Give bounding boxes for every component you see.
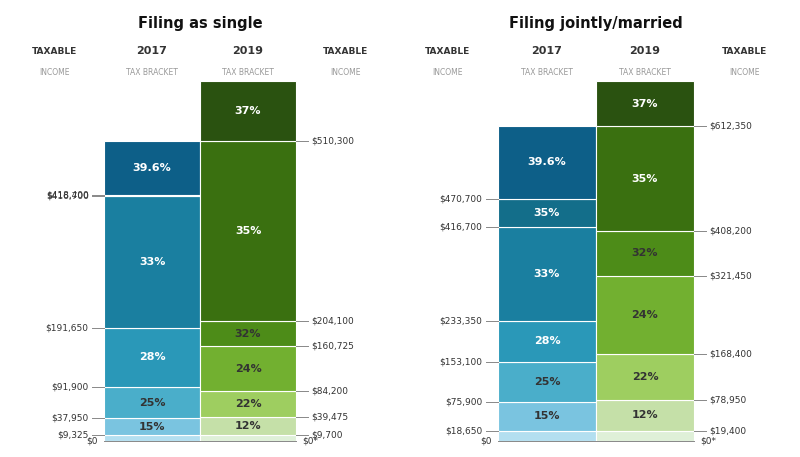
Text: $204,100: $204,100: [311, 316, 354, 325]
Text: 28%: 28%: [138, 352, 166, 362]
Text: $470,700: $470,700: [439, 194, 482, 203]
Text: 2017: 2017: [137, 46, 167, 56]
Text: 12%: 12%: [632, 410, 658, 420]
Text: 28%: 28%: [534, 336, 560, 346]
Text: $91,900: $91,900: [51, 382, 89, 391]
Text: 15%: 15%: [534, 411, 560, 421]
Text: 2019: 2019: [233, 46, 263, 56]
Text: INCOME: INCOME: [39, 69, 70, 78]
Text: 15%: 15%: [138, 422, 166, 432]
Bar: [200, 81, 296, 141]
Text: $0*: $0*: [700, 436, 716, 445]
Bar: [596, 430, 694, 441]
Bar: [104, 435, 200, 441]
Text: $160,725: $160,725: [311, 342, 354, 351]
Text: $75,900: $75,900: [445, 397, 482, 406]
Bar: [200, 346, 296, 391]
Bar: [498, 321, 596, 362]
Bar: [498, 126, 596, 199]
Text: $19,400: $19,400: [710, 426, 747, 435]
Bar: [200, 435, 296, 441]
Text: TAXABLE: TAXABLE: [31, 47, 77, 56]
Text: INCOME: INCOME: [730, 69, 760, 78]
Text: 25%: 25%: [534, 377, 560, 387]
Text: 32%: 32%: [632, 248, 658, 258]
Bar: [498, 199, 596, 227]
Text: $233,350: $233,350: [439, 316, 482, 325]
Text: $0: $0: [481, 436, 492, 445]
Bar: [200, 141, 296, 321]
Text: INCOME: INCOME: [330, 69, 361, 78]
Bar: [498, 431, 596, 441]
Text: $418,400: $418,400: [46, 191, 89, 199]
Text: $18,650: $18,650: [445, 426, 482, 436]
Bar: [596, 276, 694, 354]
Text: 12%: 12%: [234, 421, 262, 431]
Bar: [596, 354, 694, 400]
Text: $416,700: $416,700: [46, 191, 89, 201]
Text: $191,650: $191,650: [46, 324, 89, 333]
Text: 35%: 35%: [534, 208, 560, 218]
Text: Filing as single: Filing as single: [138, 16, 262, 31]
Bar: [596, 81, 694, 126]
Text: 39.6%: 39.6%: [528, 158, 566, 167]
Text: $9,700: $9,700: [311, 430, 343, 440]
Text: $84,200: $84,200: [311, 387, 348, 396]
Bar: [596, 126, 694, 231]
Text: TAX BRACKET: TAX BRACKET: [521, 69, 573, 78]
Text: 2017: 2017: [531, 46, 562, 56]
Bar: [104, 328, 200, 387]
Text: 25%: 25%: [138, 398, 166, 408]
Text: $321,450: $321,450: [710, 271, 753, 280]
Text: $168,400: $168,400: [710, 350, 753, 359]
Text: 32%: 32%: [234, 329, 262, 339]
Text: $510,300: $510,300: [311, 137, 354, 145]
Text: 35%: 35%: [235, 226, 261, 236]
Text: 22%: 22%: [234, 399, 262, 409]
Text: 24%: 24%: [632, 310, 658, 320]
Text: TAXABLE: TAXABLE: [722, 47, 767, 56]
Text: $39,475: $39,475: [311, 413, 349, 422]
Text: $9,325: $9,325: [58, 430, 89, 440]
Text: 37%: 37%: [234, 106, 262, 116]
Text: 37%: 37%: [632, 99, 658, 109]
Bar: [498, 227, 596, 321]
Bar: [498, 362, 596, 402]
Text: $0: $0: [86, 436, 98, 445]
Text: $0*: $0*: [302, 436, 318, 445]
Bar: [104, 196, 200, 328]
Text: $408,200: $408,200: [710, 227, 753, 235]
Bar: [596, 231, 694, 276]
Bar: [200, 391, 296, 418]
Bar: [200, 321, 296, 346]
Text: 33%: 33%: [534, 269, 560, 279]
Text: 22%: 22%: [632, 372, 658, 382]
Text: $153,100: $153,100: [439, 357, 482, 367]
Text: 2019: 2019: [630, 46, 661, 56]
Text: $78,950: $78,950: [710, 396, 747, 404]
Text: TAX BRACKET: TAX BRACKET: [126, 69, 178, 78]
Bar: [200, 418, 296, 435]
Text: INCOME: INCOME: [432, 69, 462, 78]
Text: 39.6%: 39.6%: [133, 163, 171, 173]
Bar: [104, 387, 200, 418]
Bar: [104, 418, 200, 435]
Text: 35%: 35%: [632, 174, 658, 184]
Bar: [104, 195, 200, 196]
Text: 33%: 33%: [139, 257, 165, 267]
Text: TAX BRACKET: TAX BRACKET: [222, 69, 274, 78]
Text: $37,950: $37,950: [51, 414, 89, 423]
Text: TAXABLE: TAXABLE: [323, 47, 369, 56]
Text: $612,350: $612,350: [710, 122, 753, 131]
Text: Filing jointly/married: Filing jointly/married: [509, 16, 683, 31]
Text: TAX BRACKET: TAX BRACKET: [619, 69, 671, 78]
Text: 24%: 24%: [234, 364, 262, 374]
Text: TAXABLE: TAXABLE: [425, 47, 470, 56]
Text: $416,700: $416,700: [439, 222, 482, 231]
Bar: [498, 402, 596, 431]
Bar: [104, 141, 200, 195]
Bar: [596, 400, 694, 430]
